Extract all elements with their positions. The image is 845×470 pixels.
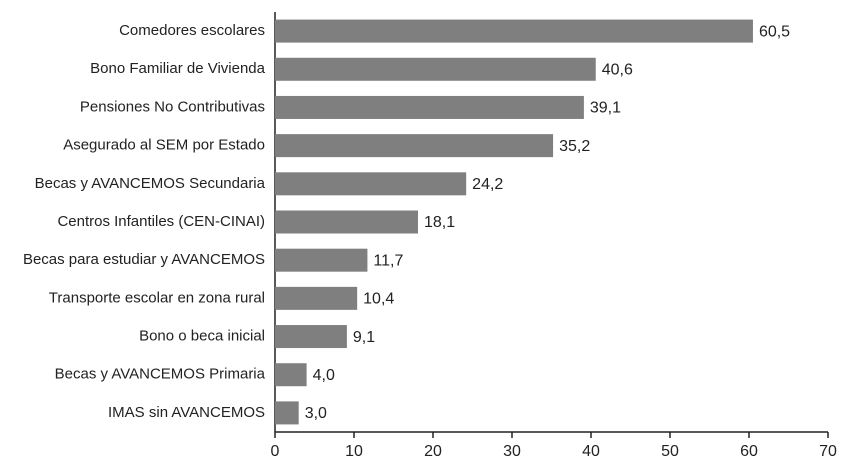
y-tick-label: IMAS sin AVANCEMOS [108,404,265,421]
x-tick-label: 10 [345,443,363,460]
value-label: 11,7 [373,252,403,269]
y-tick-label: Transporte escolar en zona rural [49,289,265,306]
value-label: 4,0 [313,367,335,384]
x-tick-label: 20 [424,443,442,460]
bar [275,210,418,234]
y-tick-label: Comedores escolares [119,22,265,39]
value-label: 24,2 [472,176,503,193]
bar [275,325,347,349]
y-tick-label: Centros Infantiles (CEN-CINAI) [57,213,265,230]
value-label: 3,0 [305,405,327,422]
value-label: 40,6 [602,61,633,78]
x-tick-label: 60 [740,443,758,460]
value-label: 39,1 [590,100,621,117]
bar [275,172,467,196]
x-tick-label: 70 [819,443,837,460]
bar [275,57,596,81]
x-tick-label: 50 [661,443,679,460]
bar [275,134,554,158]
x-tick-label: 40 [582,443,600,460]
y-tick-label: Becas y AVANCEMOS Secundaria [35,175,266,192]
bar [275,19,753,43]
y-tick-label: Becas para estudiar y AVANCEMOS [23,251,265,268]
y-tick-label: Bono o beca inicial [139,328,265,345]
value-label: 10,4 [363,291,394,308]
y-tick-label: Becas y AVANCEMOS Primaria [55,366,266,383]
value-label: 18,1 [424,214,455,231]
x-tick-label: 30 [503,443,521,460]
bar [275,401,299,425]
bar [275,363,307,387]
value-label: 35,2 [559,138,590,155]
bar [275,286,358,310]
y-tick-label: Pensiones No Contributivas [80,98,265,115]
bar [275,95,584,119]
value-label: 9,1 [353,329,375,346]
value-label: 60,5 [759,23,790,40]
bar [275,248,368,272]
y-tick-label: Asegurado al SEM por Estado [63,137,265,154]
y-tick-label: Bono Familiar de Vivienda [90,60,265,77]
x-tick-label: 0 [271,443,280,460]
